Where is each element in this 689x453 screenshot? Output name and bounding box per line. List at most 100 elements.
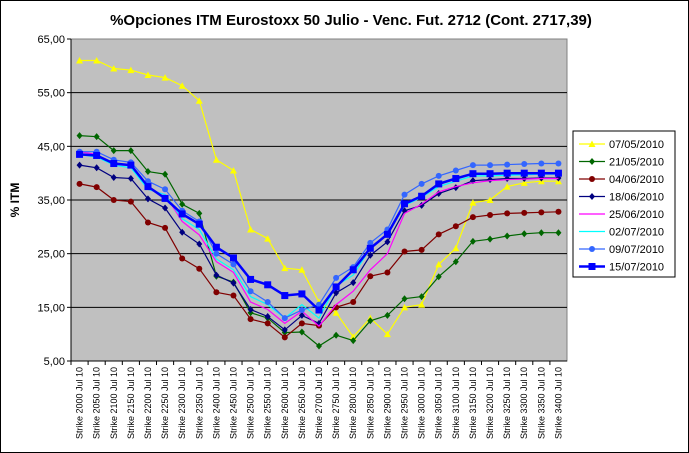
data-point (588, 140, 596, 147)
legend-box (572, 130, 676, 278)
data-point (229, 166, 237, 174)
data-point (401, 303, 409, 311)
data-point (298, 307, 305, 314)
data-point (383, 330, 391, 338)
data-point (537, 169, 545, 177)
x-tick-label: Strike 3150 Jul 10 (468, 367, 478, 439)
data-point (247, 316, 254, 323)
legend-item: 18/06/2010 (579, 192, 664, 204)
data-point (435, 180, 443, 188)
data-point (452, 167, 459, 174)
data-point (504, 232, 511, 240)
data-point (127, 175, 134, 183)
data-point (521, 230, 528, 238)
x-tick-label: Strike 2800 Jul 10 (348, 367, 358, 439)
legend-label: 25/06/2010 (609, 209, 664, 221)
data-point (179, 228, 186, 236)
data-point (213, 250, 220, 257)
data-point (162, 186, 169, 193)
legend-label: 07/05/2010 (609, 139, 664, 151)
y-tick-label: 15,00 (37, 302, 65, 314)
data-point (401, 295, 408, 303)
y-tick-label: 5,00 (44, 356, 65, 368)
data-point (589, 176, 595, 182)
data-point (264, 281, 272, 289)
data-point (504, 161, 511, 168)
data-point (588, 263, 596, 270)
data-point (162, 204, 169, 212)
y-tick-label: 25,00 (37, 249, 65, 261)
x-tick-label: Strike 2100 Jul 10 (109, 367, 119, 439)
data-point (350, 298, 357, 305)
data-point (555, 229, 562, 237)
x-tick-label: Strike 2300 Jul 10 (177, 367, 187, 439)
legend-label: 02/07/2010 (609, 227, 664, 239)
y-axis-label: % ITM (8, 183, 22, 218)
x-tick-label: Strike 2200 Jul 10 (143, 367, 153, 439)
x-tick-label: Strike 2850 Jul 10 (365, 367, 375, 439)
x-tick-label: Strike 2900 Jul 10 (382, 367, 392, 439)
data-point (195, 220, 203, 228)
data-point (76, 132, 83, 140)
data-point (367, 239, 374, 246)
data-point (555, 208, 562, 215)
data-point (435, 231, 442, 238)
legend-item: 21/05/2010 (579, 157, 664, 169)
data-point (230, 279, 237, 287)
x-tick-label: Strike 3250 Jul 10 (502, 367, 512, 439)
data-point (589, 246, 595, 252)
data-point (144, 219, 151, 226)
data-point (452, 244, 460, 252)
data-point (418, 293, 425, 301)
data-point (469, 237, 476, 245)
y-axis: 5,00 15,00 25,00 35,00 45,00 55,00 65,00 (37, 34, 72, 368)
data-point (452, 258, 459, 266)
data-point (196, 240, 203, 248)
data-point (435, 172, 442, 179)
data-point (162, 224, 169, 231)
x-tick-label: Strike 3100 Jul 10 (451, 367, 461, 439)
data-point (401, 191, 408, 198)
y-tick-label: 35,00 (37, 195, 65, 207)
data-point (384, 269, 391, 276)
data-point (110, 173, 117, 181)
gridlines (71, 92, 567, 308)
x-tick-label: Strike 2600 Jul 10 (280, 367, 290, 439)
data-point (384, 238, 391, 246)
data-point (538, 209, 545, 216)
data-point (162, 170, 169, 178)
data-point (144, 71, 152, 78)
y-tick-label: 65,00 (37, 34, 65, 46)
x-tick-label: Strike 3400 Jul 10 (553, 367, 563, 439)
data-point (196, 265, 203, 272)
data-point (367, 317, 374, 325)
data-point (264, 320, 271, 327)
y-tick-label: 45,00 (37, 141, 65, 153)
data-point (93, 133, 100, 141)
data-point (487, 235, 494, 243)
legend-item: 09/07/2010 (579, 244, 664, 256)
x-axis: Strike 2000 Jul 10 Strike 2050 Jul 10 Stri… (70, 360, 567, 439)
data-point (110, 65, 118, 72)
x-tick-label: Strike 3050 Jul 10 (434, 367, 444, 439)
data-point (469, 214, 476, 221)
data-point (367, 273, 374, 280)
data-point (435, 273, 442, 281)
data-point (349, 266, 357, 274)
data-point (127, 147, 134, 155)
data-point (452, 223, 459, 230)
data-point (316, 342, 322, 350)
x-tick-label: Strike 2500 Jul 10 (246, 367, 256, 439)
data-point (384, 311, 391, 319)
data-point (350, 279, 357, 287)
data-point (76, 161, 83, 169)
data-point (333, 331, 340, 339)
data-point (332, 283, 340, 291)
data-point (487, 162, 494, 169)
data-point (127, 198, 134, 205)
data-point (538, 229, 545, 237)
data-point (486, 196, 494, 203)
data-point (298, 266, 306, 273)
data-point (247, 226, 255, 233)
